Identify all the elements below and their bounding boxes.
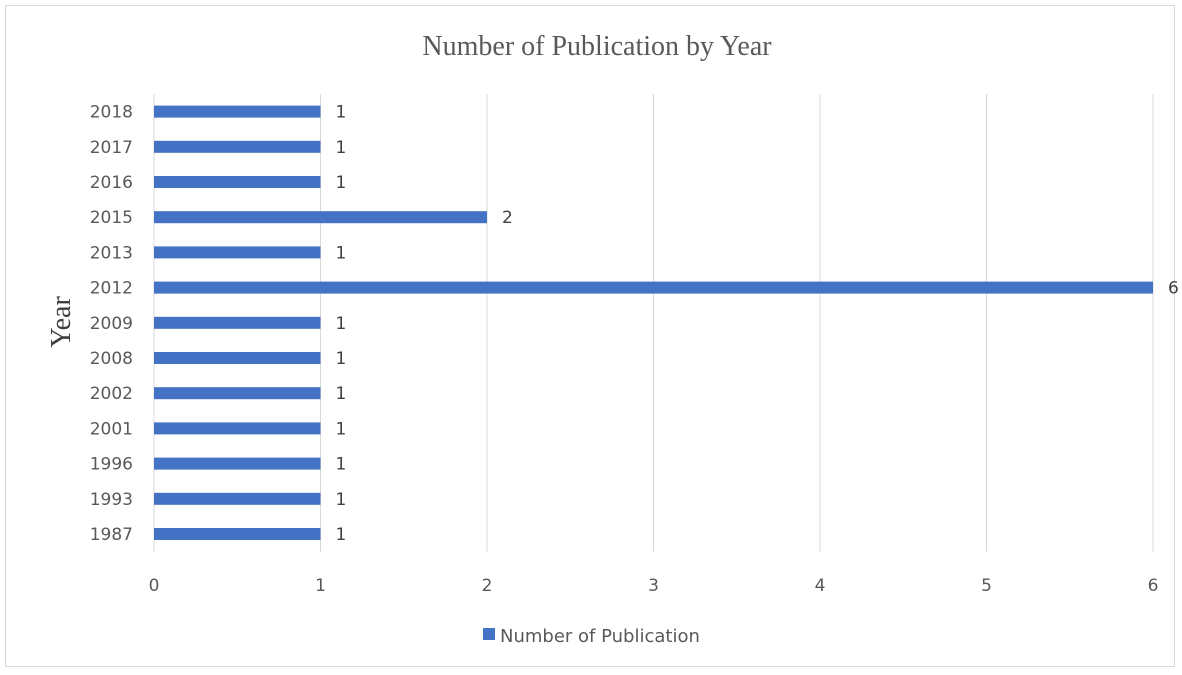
chart-title: Number of Publication by Year — [422, 31, 772, 62]
bar — [154, 140, 321, 153]
data-label: 2 — [502, 208, 513, 228]
data-label: 1 — [336, 419, 347, 439]
data-label: 1 — [336, 138, 347, 158]
data-label: 1 — [336, 314, 347, 334]
data-label: 1 — [336, 384, 347, 404]
bar — [154, 352, 321, 364]
data-label: 1 — [336, 243, 347, 263]
data-label: 1 — [336, 349, 347, 369]
x-tick-label: 4 — [815, 576, 826, 596]
x-axis-ticks: 0 1 2 3 4 5 6 — [149, 576, 1159, 596]
y-tick-label: 1996 — [90, 455, 133, 475]
data-label: 1 — [336, 525, 347, 545]
bar — [154, 316, 321, 329]
bar — [154, 105, 321, 118]
x-tick-label: 5 — [981, 576, 992, 596]
bar — [154, 211, 487, 224]
data-label: 6 — [1168, 279, 1179, 299]
y-tick-label: 2012 — [90, 279, 133, 299]
gridlines — [153, 94, 1154, 552]
y-tick-label: 1987 — [90, 525, 133, 545]
y-tick-label: 2017 — [90, 138, 133, 158]
bar — [154, 387, 321, 400]
data-label: 1 — [336, 455, 347, 475]
y-tick-label: 2015 — [90, 208, 133, 228]
legend: Number of Publication — [483, 626, 700, 647]
y-tick-label: 2008 — [90, 349, 133, 369]
y-axis-label: Year — [46, 296, 77, 348]
bars — [154, 105, 1153, 540]
bar — [154, 457, 321, 470]
y-tick-label: 2016 — [90, 173, 133, 193]
x-tick-label: 0 — [149, 576, 160, 596]
bar — [154, 281, 1153, 294]
y-tick-label: 2009 — [90, 314, 133, 334]
y-tick-label: 2013 — [90, 243, 133, 263]
bar — [154, 176, 321, 188]
x-tick-label: 3 — [648, 576, 659, 596]
bar — [154, 246, 321, 259]
y-axis-ticks: 2018 2017 2016 2015 2013 2012 2009 2008 2002 2001… — [90, 103, 133, 545]
data-label: 1 — [336, 490, 347, 510]
y-tick-label: 2001 — [90, 419, 133, 439]
x-tick-label: 2 — [482, 576, 493, 596]
x-tick-label: 6 — [1148, 576, 1159, 596]
y-tick-label: 1993 — [90, 490, 133, 510]
bar — [154, 422, 321, 435]
bar — [154, 528, 321, 540]
bar — [154, 492, 321, 505]
data-label: 1 — [336, 173, 347, 193]
y-tick-label: 2002 — [90, 384, 133, 404]
x-tick-label: 1 — [315, 576, 326, 596]
legend-label: Number of Publication — [500, 626, 700, 647]
y-tick-label: 2018 — [90, 103, 133, 123]
data-label: 1 — [336, 103, 347, 123]
legend-swatch — [483, 628, 495, 640]
